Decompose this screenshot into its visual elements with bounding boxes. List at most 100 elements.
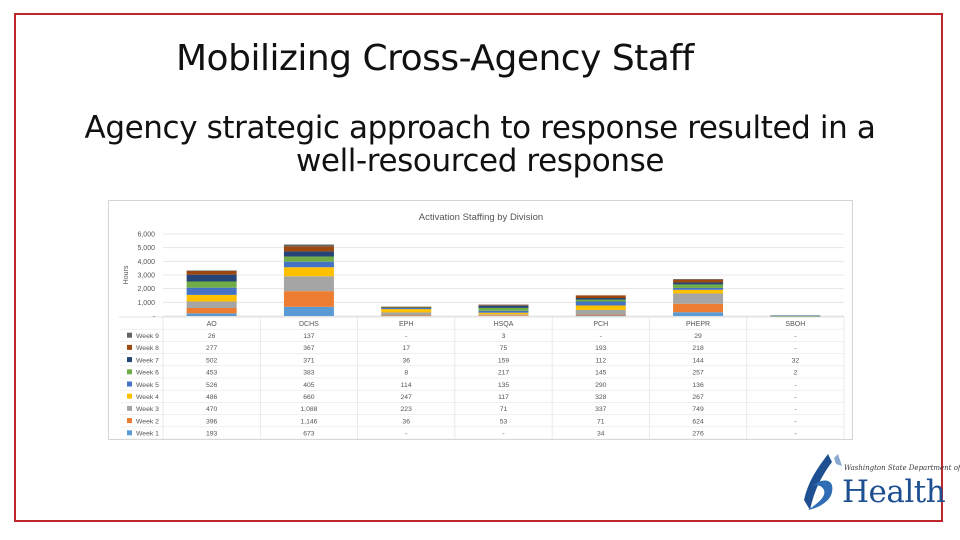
data-label: 367 <box>303 345 315 352</box>
data-label: 71 <box>500 406 508 413</box>
data-label: 660 <box>303 394 315 401</box>
data-label: 145 <box>595 370 607 377</box>
bar-segment <box>478 310 529 313</box>
bar-segment <box>283 251 334 257</box>
bar-segment <box>186 294 237 302</box>
bar-segment <box>283 246 334 252</box>
data-label: - <box>600 333 602 340</box>
data-label: 26 <box>208 333 216 340</box>
legend-entry: Week 3 <box>136 406 159 413</box>
chart-container: Activation Staffing by Division - 1,000 2,0… <box>108 200 853 440</box>
chart-title: Activation Staffing by Division <box>419 212 543 223</box>
bar-segment <box>673 303 724 313</box>
data-label: 159 <box>498 357 510 364</box>
bar-segment <box>381 306 432 308</box>
data-label: - <box>794 418 796 425</box>
data-label: 17 <box>402 345 410 352</box>
y-axis-label: Hours <box>123 265 130 284</box>
bar-segment <box>381 307 432 310</box>
data-label: 136 <box>692 382 704 389</box>
bar-segment <box>478 314 529 316</box>
bar-segment <box>283 276 334 292</box>
data-label: 1,146 <box>300 418 317 425</box>
y-tick-label: 5,000 <box>137 245 155 252</box>
data-label: 8 <box>404 370 408 377</box>
y-tick-label: 3,000 <box>137 273 155 280</box>
bar-segment <box>381 312 432 316</box>
legend-entry: Week 7 <box>136 357 159 364</box>
data-label: - <box>405 333 407 340</box>
bar-segment <box>575 305 626 310</box>
bar-segment <box>283 244 334 247</box>
data-label: 29 <box>694 333 702 340</box>
bar-segment <box>186 287 237 295</box>
slide-subtitle: Agency strategic approach to response re… <box>84 110 876 179</box>
x-tick-label: EPH <box>399 321 413 328</box>
data-label: 470 <box>206 406 218 413</box>
data-label: 114 <box>401 382 412 389</box>
bar-segment <box>186 307 237 314</box>
bar-segment <box>770 315 821 317</box>
data-label: 36 <box>402 418 410 425</box>
data-label: 749 <box>692 406 704 413</box>
x-tick-label: SBOH <box>785 321 805 328</box>
bar-segment <box>283 261 334 268</box>
y-tick-label: 6,000 <box>137 232 155 239</box>
data-label: 135 <box>498 382 510 389</box>
data-label: 75 <box>500 345 508 352</box>
bar-segment <box>381 309 432 313</box>
bar-segment <box>673 284 724 288</box>
legend-swatch <box>127 369 132 375</box>
x-tick-label: DCHS <box>299 321 319 328</box>
data-label: 71 <box>597 418 605 425</box>
bar-segment <box>186 281 237 288</box>
data-label: 193 <box>206 431 218 438</box>
data-label: 218 <box>692 345 704 352</box>
data-label: 267 <box>692 394 704 401</box>
data-label: 217 <box>498 370 510 377</box>
data-label: 276 <box>692 431 704 438</box>
bar-segment <box>186 274 237 282</box>
y-tick-label: 1,000 <box>137 300 155 307</box>
bar-segment <box>575 314 626 316</box>
logo-emblem-icon <box>804 454 842 510</box>
bar-segment <box>186 270 237 272</box>
bar-segment <box>283 256 334 262</box>
data-label: 34 <box>597 431 605 438</box>
data-label: 193 <box>595 345 607 352</box>
data-label: 337 <box>595 406 607 413</box>
bar-segment <box>478 312 529 315</box>
x-tick-label: AO <box>207 321 218 328</box>
bar-segment <box>478 307 529 311</box>
data-label: 486 <box>206 394 218 401</box>
data-label: 502 <box>206 357 218 364</box>
data-label: 371 <box>303 357 315 364</box>
data-label: 453 <box>206 370 218 377</box>
bar-segment <box>283 306 334 316</box>
x-tick-label: HSQA <box>494 321 514 328</box>
legend-swatch <box>127 430 132 436</box>
bar-segment <box>575 298 626 300</box>
data-label: - <box>794 382 796 389</box>
bar-segment <box>673 293 724 304</box>
slide-frame <box>14 13 943 522</box>
data-label: 624 <box>692 418 704 425</box>
data-label: 3 <box>502 333 506 340</box>
bar-segment <box>770 315 821 317</box>
data-label: - <box>794 431 796 438</box>
x-tick-label: PCH <box>593 321 608 328</box>
data-label: 36 <box>402 357 410 364</box>
legend-entry: Week 6 <box>136 370 159 377</box>
data-label: - <box>502 431 504 438</box>
data-label: - <box>794 345 796 352</box>
legend-entry: Week 2 <box>136 418 159 425</box>
data-label: 396 <box>206 418 218 425</box>
bar-segment <box>186 301 237 308</box>
legend-entry: Week 4 <box>136 394 159 401</box>
data-label: 223 <box>401 406 413 413</box>
logo-wordmark: Health <box>842 474 946 510</box>
bar-segment <box>575 295 626 299</box>
x-tick-label: PHEPR <box>686 321 710 328</box>
legend-swatch <box>127 381 132 387</box>
data-label: 117 <box>498 394 509 401</box>
